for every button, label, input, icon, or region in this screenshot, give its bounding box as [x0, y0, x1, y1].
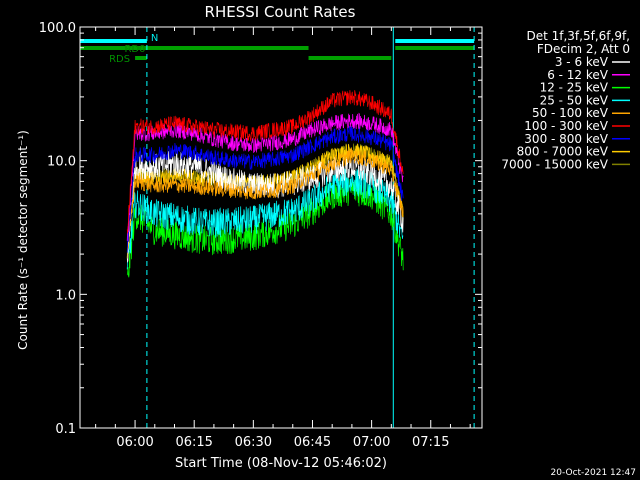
- chart-title: RHESSI Count Rates: [205, 3, 356, 21]
- plot-frame: [79, 26, 483, 429]
- legend: Det 1f,3f,5f,6f,9f, FDecim 2, Att 0 3 - …: [501, 29, 630, 171]
- y-tick-label: 100.0: [39, 21, 76, 36]
- y-tick-label: 0.1: [55, 422, 76, 437]
- series-line: [126, 168, 404, 270]
- x-tick-label: 06:00: [116, 435, 153, 450]
- flag-label: RD0: [124, 44, 145, 55]
- legend-header-line: Det 1f,3f,5f,6f,9f,: [526, 29, 630, 43]
- x-tick-label: 06:45: [294, 435, 331, 450]
- y-tick-label: 10.0: [47, 155, 76, 170]
- legend-entry-label: 50 - 100 keV: [532, 106, 609, 120]
- legend-entry-label: 3 - 6 keV: [555, 55, 609, 69]
- legend-entry-label: 7000 - 15000 keV: [501, 157, 608, 171]
- legend-header-line: FDecim 2, Att 0: [537, 42, 630, 56]
- x-tick-label: 06:15: [175, 435, 212, 450]
- series-line: [126, 90, 404, 234]
- legend-entry-label: 6 - 12 keV: [547, 68, 609, 82]
- x-axis-label: Start Time (08-Nov-12 05:46:02): [175, 456, 387, 471]
- series-line: [126, 151, 404, 263]
- y-tick-label: 1.0: [55, 288, 76, 303]
- y-axis: 0.1 1.0 10.0 100.0: [39, 21, 482, 437]
- y-axis-label: Count Rate (s⁻¹ detector segment⁻¹): [16, 130, 30, 350]
- legend-entry-label: 12 - 25 keV: [540, 81, 609, 95]
- x-tick-label: 07:00: [353, 435, 390, 450]
- series-line: [126, 112, 404, 241]
- x-axis: 06:00 06:15 06:30 06:45 07:00 07:15: [95, 27, 471, 450]
- legend-entry-label: 100 - 300 keV: [524, 119, 608, 133]
- x-tick-label: 06:30: [235, 435, 272, 450]
- legend-entry-label: 25 - 50 keV: [540, 93, 609, 107]
- series-line: [126, 147, 404, 259]
- flag-label: N: [151, 33, 158, 44]
- flag-label: RDS: [109, 54, 130, 65]
- series-line: [126, 125, 404, 253]
- footer-timestamp: 20-Oct-2021 12:47: [551, 468, 636, 478]
- x-tick-label: 07:15: [412, 435, 449, 450]
- legend-entry-label: 800 - 7000 keV: [517, 145, 609, 159]
- legend-entry-label: 300 - 800 keV: [524, 132, 608, 146]
- series-layer: [126, 90, 404, 278]
